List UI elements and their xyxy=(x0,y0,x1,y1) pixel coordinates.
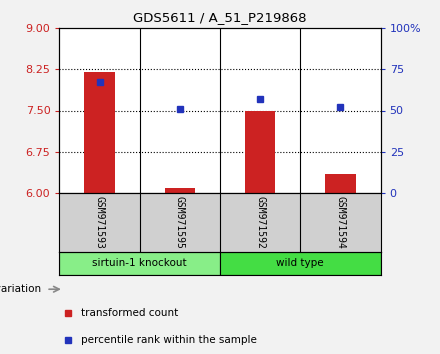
Text: percentile rank within the sample: percentile rank within the sample xyxy=(81,335,257,345)
Text: GSM971594: GSM971594 xyxy=(335,196,345,249)
Bar xyxy=(84,72,115,193)
Text: GSM971592: GSM971592 xyxy=(255,196,265,249)
Text: GSM971595: GSM971595 xyxy=(175,196,185,249)
Bar xyxy=(59,252,220,275)
Text: wild type: wild type xyxy=(276,258,324,268)
Title: GDS5611 / A_51_P219868: GDS5611 / A_51_P219868 xyxy=(133,11,307,24)
Bar xyxy=(325,174,356,193)
Text: genotype/variation: genotype/variation xyxy=(0,284,42,294)
Text: transformed count: transformed count xyxy=(81,308,179,318)
Bar xyxy=(165,188,195,193)
Text: sirtuin-1 knockout: sirtuin-1 knockout xyxy=(92,258,187,268)
Text: GSM971593: GSM971593 xyxy=(95,196,105,249)
Bar xyxy=(220,252,381,275)
Bar xyxy=(245,110,275,193)
